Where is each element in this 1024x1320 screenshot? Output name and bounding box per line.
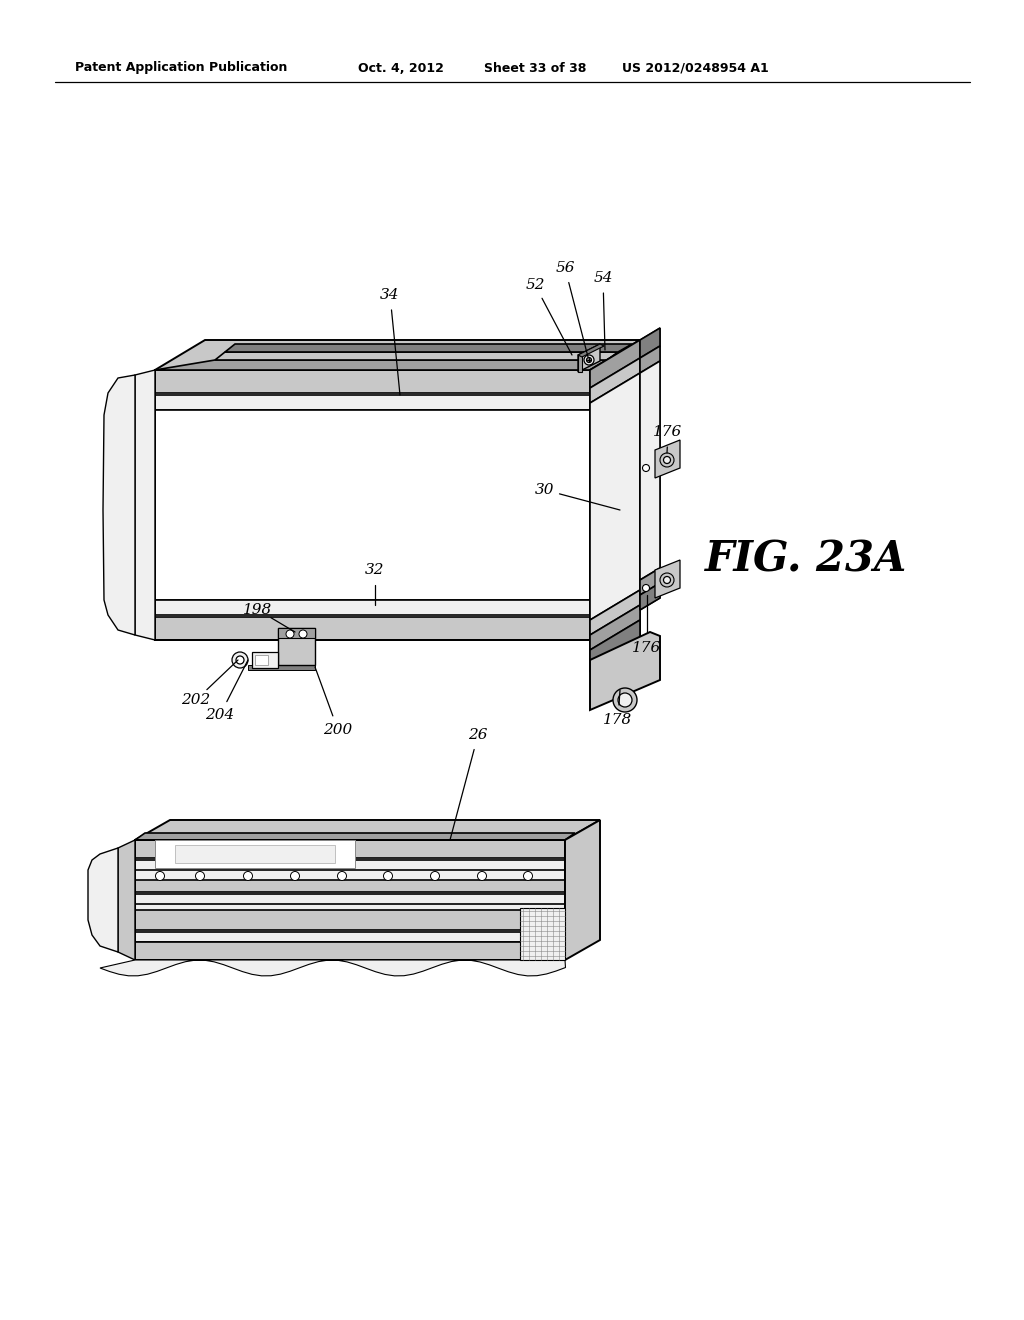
Circle shape	[232, 652, 248, 668]
Text: 54: 54	[593, 271, 612, 285]
Polygon shape	[590, 620, 640, 672]
Text: 32: 32	[366, 564, 385, 577]
Polygon shape	[590, 374, 640, 620]
Circle shape	[664, 457, 671, 463]
Polygon shape	[100, 960, 565, 975]
Text: 198: 198	[244, 603, 272, 616]
Polygon shape	[103, 375, 135, 635]
Circle shape	[618, 693, 632, 708]
Polygon shape	[640, 583, 660, 610]
Polygon shape	[155, 840, 355, 869]
Text: 30: 30	[536, 483, 555, 498]
Polygon shape	[640, 327, 660, 358]
Polygon shape	[155, 360, 607, 370]
Circle shape	[244, 871, 253, 880]
Circle shape	[642, 585, 649, 591]
Polygon shape	[155, 411, 590, 601]
Polygon shape	[590, 341, 640, 388]
Circle shape	[299, 630, 307, 638]
Polygon shape	[215, 352, 618, 360]
Text: 202: 202	[181, 693, 211, 708]
Circle shape	[584, 355, 594, 366]
Text: 52: 52	[525, 279, 545, 292]
Polygon shape	[578, 345, 604, 356]
Circle shape	[286, 630, 294, 638]
Circle shape	[664, 577, 671, 583]
Polygon shape	[590, 590, 640, 635]
Polygon shape	[135, 861, 565, 870]
Text: 26: 26	[468, 729, 487, 742]
Circle shape	[477, 871, 486, 880]
Polygon shape	[225, 345, 632, 352]
Text: 178: 178	[603, 713, 633, 727]
Polygon shape	[135, 840, 565, 960]
Polygon shape	[278, 628, 315, 665]
Circle shape	[236, 656, 244, 664]
Polygon shape	[640, 568, 660, 595]
Polygon shape	[135, 833, 575, 840]
Polygon shape	[590, 605, 640, 649]
Polygon shape	[175, 845, 335, 863]
Text: Oct. 4, 2012: Oct. 4, 2012	[358, 62, 443, 74]
Polygon shape	[278, 628, 315, 638]
Circle shape	[156, 871, 165, 880]
Circle shape	[660, 453, 674, 467]
Polygon shape	[135, 840, 565, 858]
Polygon shape	[135, 880, 565, 892]
Text: 34: 34	[380, 288, 399, 302]
Polygon shape	[155, 370, 590, 393]
Circle shape	[384, 871, 392, 880]
Text: 200: 200	[324, 723, 352, 737]
Polygon shape	[640, 360, 660, 579]
Polygon shape	[655, 560, 680, 598]
Polygon shape	[578, 355, 582, 372]
Circle shape	[660, 573, 674, 587]
Polygon shape	[118, 840, 135, 960]
Circle shape	[338, 871, 346, 880]
Polygon shape	[590, 358, 640, 403]
Polygon shape	[640, 327, 660, 610]
Circle shape	[196, 871, 205, 880]
Polygon shape	[135, 370, 155, 640]
Polygon shape	[640, 346, 660, 374]
Circle shape	[291, 871, 299, 880]
Text: 56: 56	[555, 261, 574, 275]
Polygon shape	[155, 616, 590, 640]
Circle shape	[523, 871, 532, 880]
Text: 176: 176	[653, 425, 683, 440]
Circle shape	[430, 871, 439, 880]
Polygon shape	[565, 820, 600, 960]
Text: Sheet 33 of 38: Sheet 33 of 38	[484, 62, 587, 74]
Polygon shape	[155, 395, 590, 411]
Polygon shape	[155, 601, 590, 615]
Polygon shape	[252, 652, 278, 668]
Polygon shape	[590, 632, 660, 710]
Polygon shape	[155, 341, 640, 370]
Polygon shape	[135, 820, 600, 840]
Polygon shape	[590, 341, 640, 672]
Polygon shape	[655, 440, 680, 478]
Text: FIG. 23A: FIG. 23A	[705, 539, 907, 581]
Polygon shape	[135, 932, 565, 942]
Text: US 2012/0248954 A1: US 2012/0248954 A1	[622, 62, 769, 74]
Polygon shape	[248, 665, 315, 671]
Polygon shape	[578, 345, 600, 372]
Circle shape	[613, 688, 637, 711]
Text: Patent Application Publication: Patent Application Publication	[75, 62, 288, 74]
Circle shape	[642, 465, 649, 471]
Polygon shape	[135, 942, 565, 960]
Text: 176: 176	[633, 642, 662, 655]
Text: 204: 204	[206, 708, 234, 722]
Polygon shape	[88, 847, 118, 952]
Polygon shape	[255, 655, 268, 665]
Polygon shape	[135, 894, 565, 904]
Polygon shape	[135, 909, 565, 931]
Circle shape	[587, 358, 592, 363]
Polygon shape	[520, 908, 565, 960]
